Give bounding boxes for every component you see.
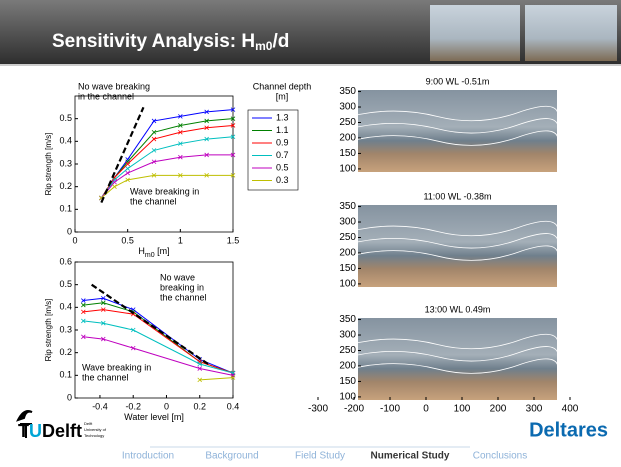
x-tick-label: -200	[344, 404, 364, 415]
y-tick-label: 250	[339, 345, 356, 356]
nav-item[interactable]: Conclusions	[473, 451, 527, 462]
y-tick-label: 100	[339, 164, 356, 175]
annotation: breaking in	[160, 282, 204, 292]
legend-box	[248, 110, 298, 190]
y-tick-label: 0.2	[59, 181, 72, 191]
nav-item[interactable]: Numerical Study	[371, 451, 450, 462]
slide: Sensitivity Analysis: Hm0/d 0 0.1 0.2 0.3 0.…	[0, 0, 621, 462]
x-tick-label: -100	[380, 404, 400, 415]
legend-label: 1.1	[276, 125, 289, 135]
annotation: the channel	[82, 372, 129, 382]
x-tick-label: 300	[526, 404, 543, 415]
x-tick-label: 100	[454, 404, 471, 415]
x-axis-label: Water level [m]	[124, 412, 184, 422]
annotation: in the channel	[78, 91, 134, 101]
y-tick-label: 0.5	[59, 279, 72, 289]
photo	[358, 205, 557, 287]
y-tick-label: 0.3	[59, 158, 72, 168]
y-tick-label: 100	[339, 279, 356, 290]
x-axis-label-part: m0	[145, 252, 155, 259]
x-tick-label: 1.5	[227, 235, 240, 245]
y-axis-label: Rip strength [m/s]	[44, 299, 53, 362]
panel-title: 11:00 WL -0.38m	[423, 191, 491, 201]
y-tick-label: 0.4	[59, 136, 72, 146]
org-sub: University of	[84, 427, 107, 432]
org-logo: TUDelft	[18, 421, 82, 441]
x-tick-label: 200	[490, 404, 507, 415]
y-tick-label: 150	[339, 148, 356, 159]
legend-title: Channel depth	[253, 81, 312, 91]
x-tick-label: 0	[72, 235, 77, 245]
y-tick-label: 350	[339, 201, 356, 212]
legend-label: 0.9	[276, 137, 289, 147]
y-tick-label: 300	[339, 102, 356, 113]
x-tick-label: -300	[308, 404, 328, 415]
x-tick-label: 0	[423, 404, 429, 415]
y-tick-label: 0.4	[59, 302, 72, 312]
annotation: No wave breaking	[78, 81, 150, 91]
annotation: Wave breaking in	[82, 362, 151, 372]
panel-title: 13:00 WL 0.49m	[425, 304, 491, 314]
y-tick-label: 0.2	[59, 347, 72, 357]
y-tick-label: 0.6	[59, 256, 72, 266]
nav-item[interactable]: Introduction	[122, 451, 174, 462]
y-tick-label: 350	[339, 314, 356, 325]
y-tick-label: 0	[67, 226, 72, 236]
legend-label: 0.5	[276, 162, 289, 172]
y-tick-label: 250	[339, 117, 356, 128]
x-tick-label: -0.4	[92, 401, 108, 411]
photo	[358, 318, 557, 400]
org-sub: Delft	[84, 421, 93, 426]
y-tick-label: 250	[339, 232, 356, 243]
photo	[525, 5, 617, 61]
legend-label: 0.7	[276, 150, 289, 160]
partner-logo: Deltares	[529, 419, 608, 441]
y-tick-label: 200	[339, 361, 356, 372]
x-tick-label: 1	[178, 235, 183, 245]
org-sub: Technology	[84, 433, 104, 438]
x-tick-label: -0.2	[125, 401, 141, 411]
annotation: Wave breaking in	[130, 186, 199, 196]
y-tick-label: 150	[339, 263, 356, 274]
x-tick-label: 0.2	[193, 401, 206, 411]
y-tick-label: 300	[339, 330, 356, 341]
x-tick-label: 0	[164, 401, 169, 411]
y-tick-label: 0.1	[59, 204, 72, 214]
y-tick-label: 0.5	[59, 113, 72, 123]
plot-area	[75, 96, 233, 232]
legend-label: 1.3	[276, 112, 289, 122]
y-tick-label: 200	[339, 133, 356, 144]
y-tick-label: 0.3	[59, 324, 72, 334]
y-tick-label: 300	[339, 217, 356, 228]
y-tick-label: 200	[339, 248, 356, 259]
photo	[358, 90, 557, 172]
x-axis-label-part: Water level [m]	[124, 412, 184, 422]
annotation: No wave	[160, 272, 195, 282]
slide-title: Sensitivity Analysis: Hm0/d	[52, 31, 289, 53]
y-tick-label: 350	[339, 86, 356, 97]
y-tick-label: 0.1	[59, 370, 72, 380]
x-axis-label-part: [m]	[155, 246, 170, 256]
nav-item[interactable]: Field Study	[295, 451, 345, 462]
x-tick-label: 400	[562, 404, 579, 415]
annotation: the channel	[160, 292, 207, 302]
legend-label: 0.3	[276, 175, 289, 185]
legend-title: [m]	[276, 91, 289, 101]
x-tick-label: 0.5	[121, 235, 134, 245]
photo	[430, 5, 520, 61]
y-tick-label: 150	[339, 376, 356, 387]
y-axis-label: Rip strength [m/s]	[44, 133, 53, 196]
y-tick-label: 0	[67, 392, 72, 402]
x-tick-label: 0.4	[227, 401, 240, 411]
nav-item[interactable]: Background	[205, 451, 258, 462]
panel-title: 9:00 WL -0.51m	[426, 76, 490, 86]
annotation: the channel	[130, 196, 177, 206]
